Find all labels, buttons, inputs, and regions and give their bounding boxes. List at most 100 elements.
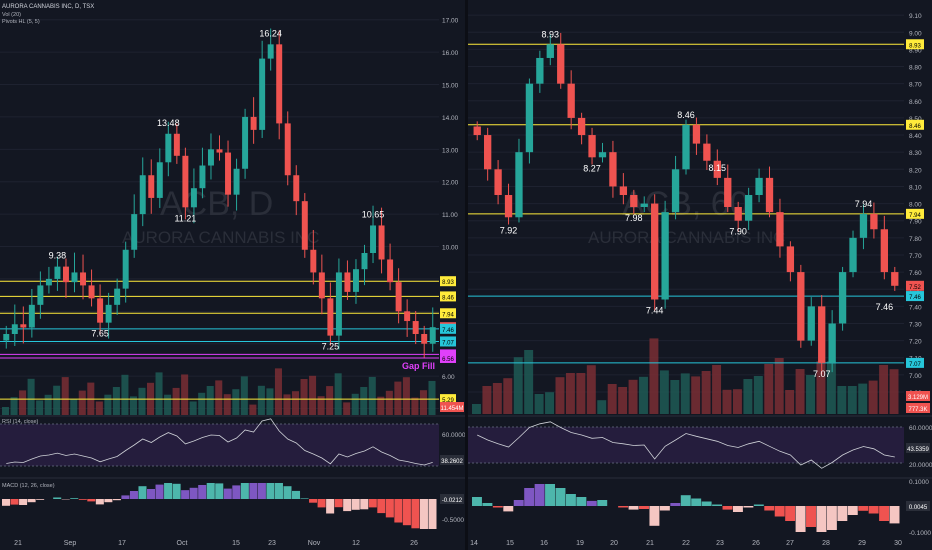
x-axis-label: 14 bbox=[470, 540, 478, 547]
volume-bar bbox=[732, 389, 742, 414]
candle-body bbox=[216, 149, 223, 153]
volume-tag-text: 3.129M bbox=[908, 395, 928, 401]
volume-bar bbox=[61, 377, 69, 415]
x-axis-label: 15 bbox=[232, 540, 240, 547]
price-axis-label: 8.70 bbox=[909, 82, 922, 89]
x-axis-label: 22 bbox=[682, 540, 690, 547]
pivot-label: 9.38 bbox=[49, 251, 67, 261]
chart-title: AURORA CANNABIS INC, D, TSX bbox=[2, 4, 94, 10]
volume-bar bbox=[837, 386, 847, 414]
macd-bar bbox=[215, 483, 224, 499]
volume-bar bbox=[317, 396, 325, 415]
macd-bar bbox=[292, 490, 301, 499]
rsi-line bbox=[477, 421, 895, 469]
watermark-name: AURORA CANNABIS INC bbox=[588, 228, 785, 247]
candle-body bbox=[765, 177, 774, 213]
x-axis-label: 23 bbox=[268, 540, 276, 547]
price-axis-label: 8.20 bbox=[909, 167, 922, 174]
macd-bar bbox=[112, 499, 121, 501]
volume-bar bbox=[360, 387, 368, 415]
volume-bar bbox=[680, 373, 690, 414]
rsi-band bbox=[468, 427, 904, 463]
volume-bar bbox=[472, 404, 481, 414]
macd-bar bbox=[586, 500, 597, 506]
price-axis-label: 10.00 bbox=[442, 245, 459, 252]
rsi-axis-label: 60.0000 bbox=[909, 425, 932, 432]
indicator-vol: Vol (20) bbox=[2, 12, 21, 18]
volume-bar bbox=[309, 375, 317, 415]
candle-body bbox=[199, 165, 206, 189]
volume-bar bbox=[343, 402, 351, 415]
candle-body bbox=[776, 212, 784, 247]
macd-bar bbox=[198, 485, 207, 499]
candle-body bbox=[682, 124, 690, 170]
volume-bar bbox=[283, 394, 291, 415]
macd-bar bbox=[249, 483, 258, 499]
rsi-value-tag bbox=[440, 455, 464, 465]
x-axis-label: 29 bbox=[858, 540, 866, 547]
volume-bar bbox=[691, 376, 701, 414]
x-axis-label: 17 bbox=[118, 540, 126, 547]
macd-title: MACD (12, 26, close) bbox=[2, 483, 55, 489]
price-axis-label: 11.00 bbox=[442, 212, 458, 219]
volume-bar bbox=[524, 350, 534, 414]
candle-body bbox=[484, 135, 492, 170]
candle-body bbox=[259, 58, 266, 130]
macd-bar bbox=[816, 506, 827, 532]
macd-bar bbox=[189, 487, 198, 499]
candle-body bbox=[80, 272, 87, 286]
macd-bar bbox=[394, 499, 403, 523]
candle-body bbox=[88, 285, 95, 299]
price-axis-label: 15.00 bbox=[442, 83, 459, 90]
x-axis-label: 19 bbox=[576, 540, 584, 547]
candle-body bbox=[62, 266, 69, 283]
candle-body bbox=[713, 160, 721, 178]
candle-body bbox=[11, 324, 18, 334]
x-axis-label: 12 bbox=[352, 540, 360, 547]
macd-bar bbox=[334, 499, 343, 508]
x-axis-label: 21 bbox=[646, 540, 654, 547]
pivot-label: 7.07 bbox=[813, 369, 831, 379]
candle-body bbox=[310, 249, 317, 273]
pivot-label: 8.93 bbox=[542, 29, 560, 39]
macd-bar bbox=[411, 499, 420, 529]
candle-body bbox=[536, 57, 544, 84]
candle-body bbox=[54, 266, 61, 279]
volume-bar bbox=[628, 379, 638, 414]
volume-bar bbox=[172, 387, 180, 415]
volume-bar bbox=[411, 397, 419, 415]
volume-bar bbox=[785, 390, 795, 414]
pivot-label: 16.24 bbox=[259, 28, 282, 38]
volume-bar bbox=[181, 374, 189, 415]
price-tag bbox=[440, 291, 456, 302]
volume-tag-text: 777.3K bbox=[908, 407, 927, 413]
candle-body bbox=[387, 259, 394, 283]
candle-body bbox=[114, 288, 121, 305]
candle-body bbox=[361, 253, 368, 270]
price-axis-label: 12.00 bbox=[442, 180, 459, 187]
volume-bar bbox=[121, 374, 129, 415]
price-tag bbox=[906, 208, 924, 219]
macd-value-tag bbox=[440, 494, 464, 504]
candle-body bbox=[190, 188, 197, 208]
macd-bar bbox=[837, 506, 848, 521]
macd-bar bbox=[889, 506, 900, 524]
volume-tag-text: 11.454M bbox=[441, 406, 464, 412]
volume-bar bbox=[36, 400, 44, 415]
candle-body bbox=[327, 298, 334, 336]
volume-bar bbox=[545, 392, 555, 414]
macd-bar bbox=[618, 506, 629, 508]
volume-bar bbox=[513, 357, 523, 414]
macd-bar bbox=[2, 499, 11, 506]
x-axis-label: Nov bbox=[308, 540, 321, 547]
price-axis-label: 8.80 bbox=[909, 65, 922, 72]
macd-axis-label: -0.1000 bbox=[909, 530, 931, 537]
price-tag-text: 8.93 bbox=[909, 43, 921, 49]
macd-bar bbox=[785, 506, 796, 521]
volume-bar bbox=[385, 390, 393, 415]
macd-bar bbox=[266, 483, 275, 499]
macd-bar bbox=[121, 495, 130, 499]
candle-body bbox=[182, 155, 189, 208]
price-tag-text: 7.94 bbox=[442, 312, 454, 318]
volume-bar bbox=[266, 388, 274, 415]
